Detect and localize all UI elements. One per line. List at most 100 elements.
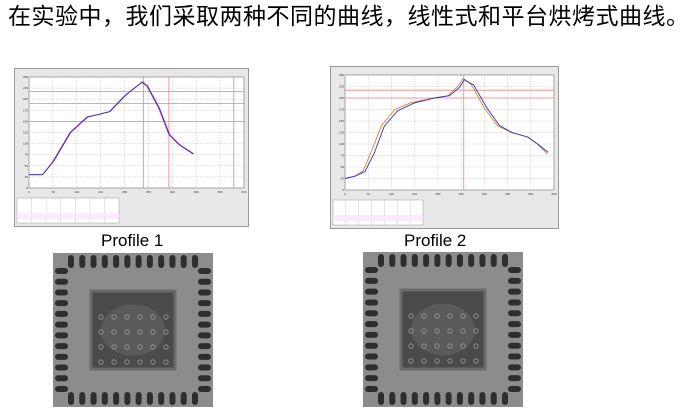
lead-pad [68, 392, 74, 405]
lead-pad [365, 310, 378, 317]
lead-pad [365, 331, 378, 338]
void-circle [124, 329, 130, 335]
lead-pad [456, 254, 463, 267]
lead-pad [508, 342, 521, 349]
x-tick-label: 630 [241, 190, 246, 194]
x-tick-label: 280 [122, 190, 127, 194]
void-circle [150, 329, 156, 335]
void-circle [124, 344, 130, 350]
lead-pad [456, 392, 463, 405]
x-tick-label: 70 [51, 190, 55, 194]
lead-pad [479, 254, 486, 267]
profile-curve [29, 81, 194, 176]
lead-pad [198, 300, 211, 307]
lead-pad [198, 386, 211, 392]
reflow-profile-chart-1: 0 70 140 210 280 350 420 490 560 630 0 25 50 75 100 125… [14, 68, 249, 227]
y-tick-label: 175 [339, 108, 344, 112]
lead-pad [55, 375, 68, 382]
y-tick-label: 225 [339, 85, 344, 89]
x-tick-label: 350 [146, 190, 151, 194]
profile-2-caption: Profile 2 [404, 231, 467, 250]
x-tick-label: 0 [344, 192, 346, 196]
lead-pad [198, 332, 211, 339]
void-circle [150, 314, 156, 320]
lead-pad [508, 277, 521, 284]
lead-pad [365, 342, 378, 349]
lead-pad [198, 321, 211, 328]
lead-pad [198, 289, 211, 296]
lead-pad [55, 332, 68, 339]
lead-pad [55, 268, 68, 274]
lead-pad [135, 255, 142, 268]
x-tick-label: 140 [389, 192, 394, 196]
solder-region [411, 303, 475, 356]
lead-pad [389, 392, 396, 405]
lead-pad [508, 353, 521, 360]
profile-curve [344, 78, 549, 179]
lead-pad [113, 392, 120, 405]
lead-pad [55, 289, 68, 296]
lead-pad [146, 392, 153, 405]
lead-pad [55, 343, 68, 350]
void-circle [124, 359, 130, 365]
lead-pad [365, 364, 378, 371]
table-row-highlight [333, 216, 423, 220]
x-tick-label: 420 [482, 192, 487, 196]
lead-pad [146, 255, 153, 268]
lead-pad [68, 255, 74, 268]
lead-pad [198, 343, 211, 350]
x-tick-label: 350 [459, 192, 464, 196]
void-circle [111, 329, 117, 335]
profile-1-caption: Profile 1 [101, 231, 164, 250]
xray-image-2 [363, 252, 523, 407]
x-tick-label: 490 [194, 190, 199, 194]
void-circle [473, 343, 479, 349]
void-circle [473, 358, 479, 364]
lead-pad [445, 392, 452, 405]
lead-pad [365, 299, 378, 306]
lead-pad [180, 255, 187, 268]
plot-area [28, 76, 245, 189]
lead-pad [198, 268, 211, 274]
void-circle [163, 344, 169, 350]
void-circle [137, 314, 143, 320]
lead-pad [90, 255, 97, 268]
x-tick-label: 560 [218, 190, 223, 194]
void-circle [447, 343, 453, 349]
void-circle [460, 328, 466, 334]
lead-pad [423, 392, 430, 405]
void-circle [98, 344, 104, 350]
lead-pad [508, 288, 521, 295]
void-circle [150, 344, 156, 350]
lead-pad [55, 300, 68, 307]
lead-pad [434, 392, 441, 405]
lead-pad [79, 392, 86, 405]
lead-pad [508, 310, 521, 317]
lead-pad [365, 353, 378, 360]
y-tick-label: 125 [23, 131, 28, 135]
y-tick-label: 150 [23, 119, 28, 123]
x-tick-label: 70 [367, 192, 371, 196]
lead-pad [198, 310, 211, 317]
lead-pad [101, 255, 108, 268]
lead-pad [378, 254, 384, 267]
x-tick-label: 560 [528, 192, 533, 196]
y-tick-label: 0 [26, 186, 28, 190]
lead-pad [365, 386, 378, 392]
lead-pad [445, 254, 452, 267]
lead-pad [479, 392, 486, 405]
lead-pad [389, 254, 396, 267]
void-circle [434, 313, 440, 319]
slide-text: 在实验中，我们采取两种不同的曲线，线性式和平台烘烤式曲线。 [8, 4, 690, 30]
lead-pad [55, 353, 68, 360]
void-circle [434, 343, 440, 349]
x-tick-label: 140 [74, 190, 79, 194]
void-circle [137, 344, 143, 350]
lead-pad [198, 375, 211, 382]
lead-pad [490, 392, 497, 405]
void-circle [163, 359, 169, 365]
lead-pad [55, 364, 68, 371]
lead-pad [55, 321, 68, 328]
profile-curve [29, 81, 194, 176]
lead-pad [124, 255, 131, 268]
